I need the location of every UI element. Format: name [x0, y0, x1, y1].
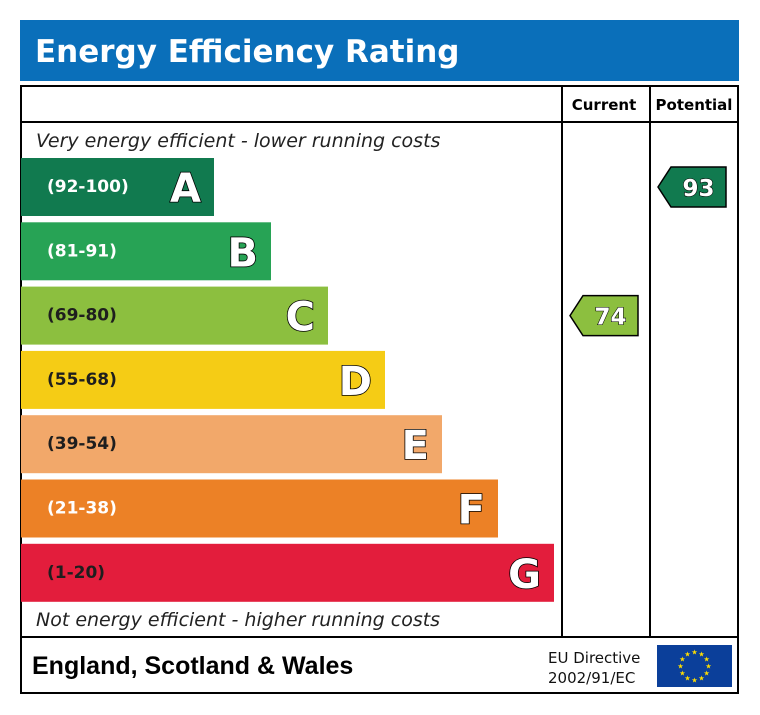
band-letter: A [170, 166, 201, 212]
bottom-caption: Not energy efficient - higher running co… [36, 609, 440, 631]
band-letter: G [508, 552, 541, 598]
potential-column-header: Potential [656, 96, 733, 114]
band-letter: F [458, 488, 485, 534]
band-bar [21, 543, 554, 602]
current-rating: 74 [569, 294, 639, 337]
band-range-label: (21-38) [47, 499, 117, 519]
band-range-label: (55-68) [47, 370, 117, 390]
band-g: (1-20) G [21, 543, 554, 602]
band-range-label: (39-54) [47, 434, 117, 454]
band-letter: B [228, 230, 259, 276]
current-rating-arrow [569, 294, 639, 337]
band-letter: D [339, 359, 372, 405]
band-letter: C [286, 295, 315, 341]
band-bar [21, 222, 271, 281]
band-a: (92-100) A [21, 158, 214, 216]
band-bar [21, 286, 328, 345]
potential-rating: 93 [657, 166, 727, 208]
eu-star-icon: ★ [691, 677, 697, 685]
eu-star-icon: ★ [677, 663, 683, 671]
eu-star-icon: ★ [691, 649, 697, 657]
top-caption: Very energy efficient - lower running co… [36, 130, 441, 152]
band-b: (81-91) B [21, 222, 271, 281]
eu-directive-line2: 2002/91/EC [548, 669, 635, 687]
potential-rating-value: 93 [682, 176, 714, 202]
eu-star-icon: ★ [703, 656, 709, 664]
eu-flag-icon: ★ ★★★★★★★★★★★ [657, 645, 732, 687]
band-bar [21, 350, 385, 409]
band-d: (55-68) D [21, 350, 385, 409]
eu-flag-field [657, 645, 732, 687]
band-e: (39-54) E [21, 415, 442, 474]
rating-arrows: 74 93 [569, 166, 727, 337]
band-bar [21, 415, 442, 474]
potential-rating-arrow [657, 166, 727, 208]
eu-directive-line1: EU Directive [548, 649, 640, 667]
eu-star-icon: ★ [698, 650, 704, 658]
eu-star-icon: ★ [679, 670, 685, 678]
band-letter: E [402, 423, 429, 469]
eu-star-icon: ★ [684, 675, 690, 683]
band-range-label: (81-91) [47, 241, 117, 261]
chart-title: Energy Efficiency Rating [35, 34, 459, 70]
band-range-label: (69-80) [47, 306, 117, 326]
footer-region: England, Scotland & Wales [32, 652, 353, 680]
rating-bands: (92-100) A (81-91) B (69-80) C (55-68) D (39-54)… [21, 158, 554, 602]
eu-star-icon: ★ [705, 663, 711, 671]
band-range-label: (92-100) [47, 177, 129, 197]
current-rating-value: 74 [594, 305, 626, 331]
band-bar [21, 158, 214, 216]
eu-star-icon: ★ [698, 675, 704, 683]
eu-star-icon: ★ [703, 670, 709, 678]
band-bar [21, 479, 498, 538]
title-bar [20, 20, 739, 81]
band-f: (21-38) F [21, 479, 498, 538]
current-column-header: Current [572, 96, 637, 114]
eu-star-icon: ★ [684, 650, 690, 658]
band-c: (69-80) C [21, 286, 328, 345]
band-range-label: (1-20) [47, 563, 105, 583]
eu-star-icon: ★ [679, 656, 685, 664]
